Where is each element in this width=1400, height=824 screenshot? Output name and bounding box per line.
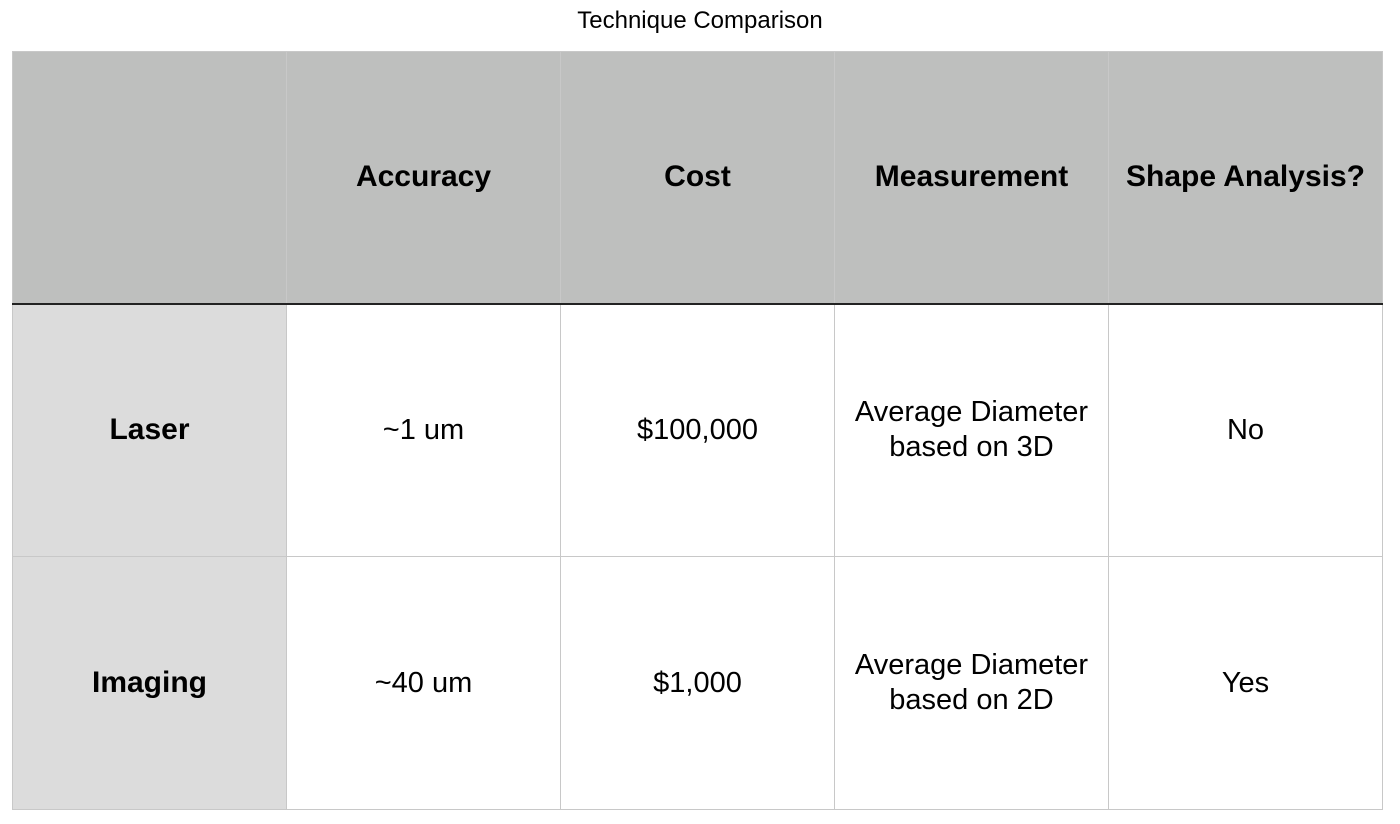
table-title: Technique Comparison — [577, 7, 823, 34]
cell-imaging-measurement: Average Diameter based on 2D — [834, 556, 1109, 810]
corner-cell — [12, 51, 287, 305]
cell-imaging-accuracy: ~40 um — [286, 556, 561, 810]
cell-laser-accuracy: ~1 um — [286, 303, 561, 557]
cell-imaging-cost: $1,000 — [560, 556, 835, 810]
column-header-shape-analysis: Shape Analysis? — [1108, 51, 1383, 305]
column-header-cost: Cost — [560, 51, 835, 305]
cell-imaging-measurement-line2: based on 2D — [889, 684, 1054, 716]
cell-laser-measurement-line2: based on 3D — [889, 431, 1054, 464]
column-header-accuracy: Accuracy — [286, 51, 561, 305]
cell-laser-cost: $100,000 — [560, 303, 835, 557]
cell-imaging-measurement-line1: Average Diameter — [854, 649, 1089, 681]
cell-laser-measurement-line1: Average Diameter — [854, 396, 1089, 429]
comparison-table: Accuracy Cost Measurement Shape Analysis… — [12, 51, 1383, 810]
cell-imaging-shape-analysis: Yes — [1108, 556, 1383, 810]
table-row-laser: Laser ~1 um $100,000 Average Diameter ba… — [12, 303, 1383, 557]
cell-laser-measurement: Average Diameter based on 3D — [834, 303, 1109, 557]
cell-laser-shape-analysis: No — [1108, 303, 1383, 557]
table-row-imaging: Imaging ~40 um $1,000 Average Diameter b… — [12, 556, 1383, 810]
row-header-imaging: Imaging — [12, 556, 287, 810]
column-header-measurement: Measurement — [834, 51, 1109, 305]
row-header-laser: Laser — [12, 303, 287, 557]
table-header-row: Accuracy Cost Measurement Shape Analysis… — [12, 51, 1383, 305]
